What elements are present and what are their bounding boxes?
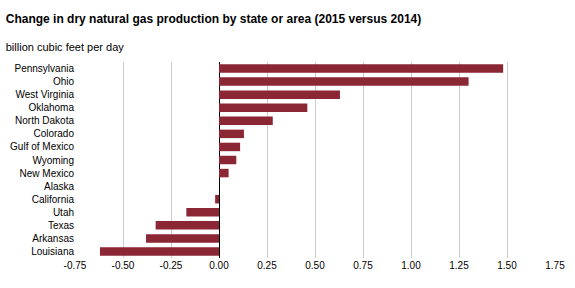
svg-text:1.00: 1.00 <box>401 260 421 271</box>
svg-text:Change in dry natural gas prod: Change in dry natural gas production by … <box>6 12 421 26</box>
svg-text:0.75: 0.75 <box>353 260 373 271</box>
svg-text:New Mexico: New Mexico <box>20 168 75 179</box>
svg-text:1.75: 1.75 <box>545 260 565 271</box>
svg-text:-0.75: -0.75 <box>64 260 87 271</box>
svg-text:Arkansas: Arkansas <box>32 233 74 244</box>
svg-text:Louisiana: Louisiana <box>31 246 74 257</box>
svg-text:Utah: Utah <box>53 207 74 218</box>
svg-text:West Virginia: West Virginia <box>15 89 74 100</box>
svg-text:Colorado: Colorado <box>33 128 74 139</box>
svg-text:North Dakota: North Dakota <box>15 115 74 126</box>
svg-text:Wyoming: Wyoming <box>32 155 74 166</box>
svg-text:Gulf of Mexico: Gulf of Mexico <box>10 141 74 152</box>
svg-text:Pennsylvania: Pennsylvania <box>15 63 75 74</box>
svg-text:billion cubic feet per day: billion cubic feet per day <box>6 41 125 53</box>
svg-text:0.00: 0.00 <box>209 260 229 271</box>
svg-text:Alaska: Alaska <box>44 181 74 192</box>
svg-text:1.25: 1.25 <box>449 260 469 271</box>
svg-text:-0.50: -0.50 <box>112 260 135 271</box>
svg-text:California: California <box>32 194 75 205</box>
svg-text:Ohio: Ohio <box>53 76 75 87</box>
svg-text:Texas: Texas <box>48 220 74 231</box>
svg-text:1.50: 1.50 <box>497 260 517 271</box>
svg-text:0.25: 0.25 <box>257 260 277 271</box>
svg-text:0.50: 0.50 <box>305 260 325 271</box>
svg-text:-0.25: -0.25 <box>160 260 183 271</box>
svg-text:Oklahoma: Oklahoma <box>28 102 74 113</box>
